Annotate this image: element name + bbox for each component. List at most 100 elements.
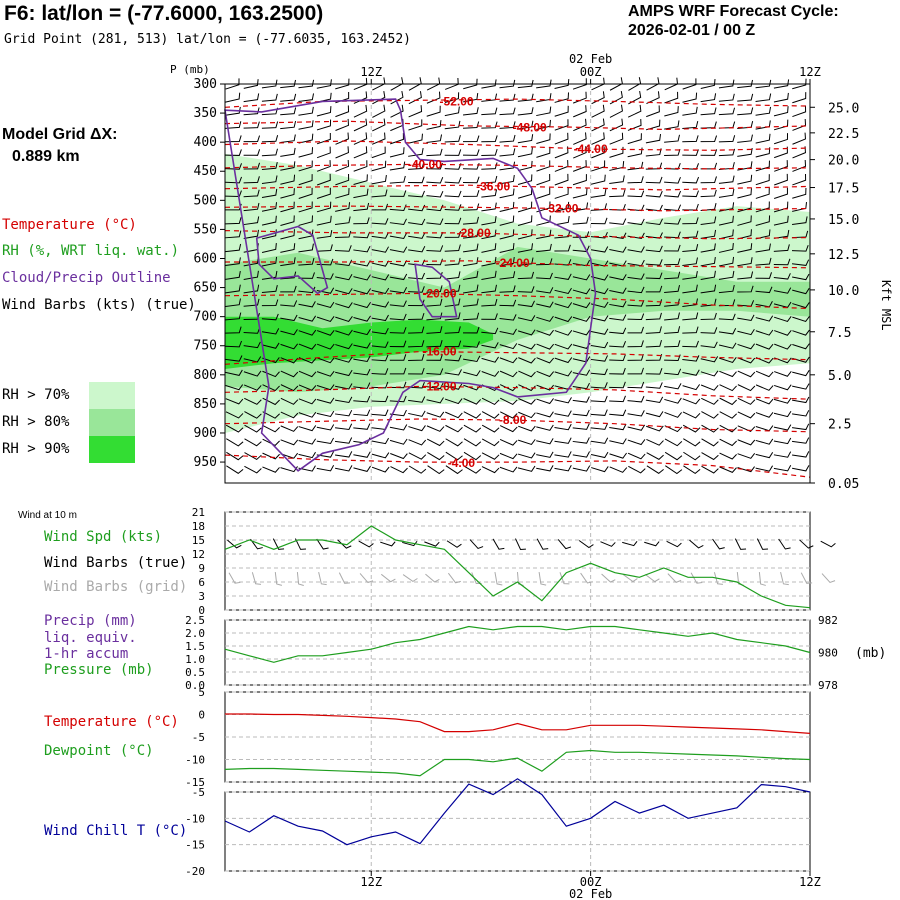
wind-barb xyxy=(554,343,573,350)
height-tick-label: 17.5 xyxy=(828,182,859,197)
wind-barb-shaft xyxy=(426,411,445,418)
temperature-contour-label: -4.00 xyxy=(448,456,476,470)
wind-barb xyxy=(700,176,717,184)
wind-barb xyxy=(408,439,427,446)
wind-barb-shaft xyxy=(755,93,772,102)
temperature-contour xyxy=(224,98,811,108)
wind-barb-shaft xyxy=(334,230,352,239)
wind-barb xyxy=(755,465,774,472)
wind-barb-shaft xyxy=(737,215,752,226)
wind-barb-shaft xyxy=(371,327,389,335)
temperature-ytick-label: 0 xyxy=(198,709,205,722)
wind-barb xyxy=(426,411,445,418)
wind-barb xyxy=(481,397,500,406)
wind-barb-shaft xyxy=(554,187,569,199)
wind-barb-shaft xyxy=(573,118,587,132)
wind-barb xyxy=(700,107,717,116)
wind10m-grid-barb xyxy=(758,571,766,586)
wind-barb xyxy=(353,174,368,185)
wind-barb-shaft xyxy=(353,368,371,376)
wind-barb xyxy=(426,190,444,198)
wind-barb-shaft xyxy=(481,216,497,226)
wind-barb xyxy=(609,438,627,445)
wind-barb xyxy=(499,134,516,143)
wind-barb xyxy=(463,465,482,474)
wind-barb xyxy=(371,260,390,267)
wind-barb xyxy=(664,204,682,212)
wind-barb-shaft xyxy=(426,312,443,321)
wind-barb-shaft xyxy=(335,383,353,390)
wind-barb-shaft xyxy=(773,424,792,431)
wind-barb xyxy=(225,149,242,156)
temperature-contour xyxy=(224,385,811,400)
wind-barb-shaft xyxy=(755,411,774,418)
wind-barb xyxy=(700,370,719,377)
wind-barb-shaft xyxy=(335,202,351,212)
wind-barb-shaft xyxy=(261,79,278,89)
wind-barb-shaft xyxy=(298,425,317,432)
wind-barb xyxy=(225,176,243,184)
wind-barb xyxy=(773,287,792,294)
wind-barb-shaft xyxy=(590,355,609,362)
wind-barb xyxy=(609,287,627,294)
wind-barb xyxy=(371,189,388,198)
wind-barb xyxy=(682,298,698,307)
wind-barb-shaft xyxy=(298,79,315,89)
temperature-contour xyxy=(224,163,811,170)
wind-barb-shaft xyxy=(481,397,500,406)
wind-barb xyxy=(590,382,608,389)
wind-barb xyxy=(408,381,425,389)
wind-barb-shaft xyxy=(280,120,297,130)
legend-rh: RH (%, WRT liq. wat.) xyxy=(2,243,180,259)
wind-barb xyxy=(755,187,770,199)
wind-barb-shaft xyxy=(701,452,719,461)
wind-barb-shaft xyxy=(408,340,425,348)
wind-barb xyxy=(316,119,332,131)
wind-barb xyxy=(792,160,807,172)
wind-barb xyxy=(737,147,753,157)
wind-barb xyxy=(335,465,353,472)
wind10m-grid-barb xyxy=(296,571,304,586)
wind-barb-shaft xyxy=(755,133,771,144)
wind-barb-shaft xyxy=(517,134,534,144)
wind-barb-field xyxy=(225,77,810,475)
legend-temperature: Temperature (°C) xyxy=(2,217,137,233)
wind-barb-shaft xyxy=(591,104,605,118)
wind-barb xyxy=(371,395,389,403)
wind-barb-shaft xyxy=(389,438,408,445)
wind-barb-shaft xyxy=(316,343,335,350)
wind-barb xyxy=(536,438,554,445)
wind-barb xyxy=(718,93,735,102)
wind-barb-shaft xyxy=(609,354,626,362)
wind-barb xyxy=(353,160,368,172)
wind-barb xyxy=(335,369,353,377)
wind-barb xyxy=(444,92,460,104)
wind-barb-shaft xyxy=(554,230,571,239)
wind-barb-shaft xyxy=(499,229,515,240)
wind-barb xyxy=(462,190,480,197)
wind-barb-shaft xyxy=(700,176,717,184)
wind-barb xyxy=(316,451,335,458)
wind-barb-shaft xyxy=(773,106,789,117)
wind-barb xyxy=(261,342,280,349)
wind-barb xyxy=(389,327,407,334)
wind-barb-shaft xyxy=(389,246,408,253)
wind-barb xyxy=(481,371,500,377)
wind-barb xyxy=(773,316,792,323)
precip-ytick-label: 1.5 xyxy=(185,640,205,653)
wind-barb-shaft xyxy=(682,298,698,307)
wind-barb xyxy=(371,437,390,445)
wind-barb xyxy=(701,424,719,433)
wind-barb xyxy=(371,341,389,348)
wind-barb-shaft xyxy=(390,90,404,105)
wind-barb xyxy=(701,397,719,405)
wind-barb xyxy=(664,451,683,461)
wind-barb xyxy=(645,245,663,253)
wind-barb xyxy=(261,229,277,240)
wind-barb-shaft xyxy=(682,271,698,280)
wind10m-true-barb-shaft xyxy=(227,539,242,549)
wind-barb xyxy=(737,285,754,293)
wind-barb-shaft xyxy=(536,146,551,158)
temperature-contour xyxy=(224,230,811,240)
